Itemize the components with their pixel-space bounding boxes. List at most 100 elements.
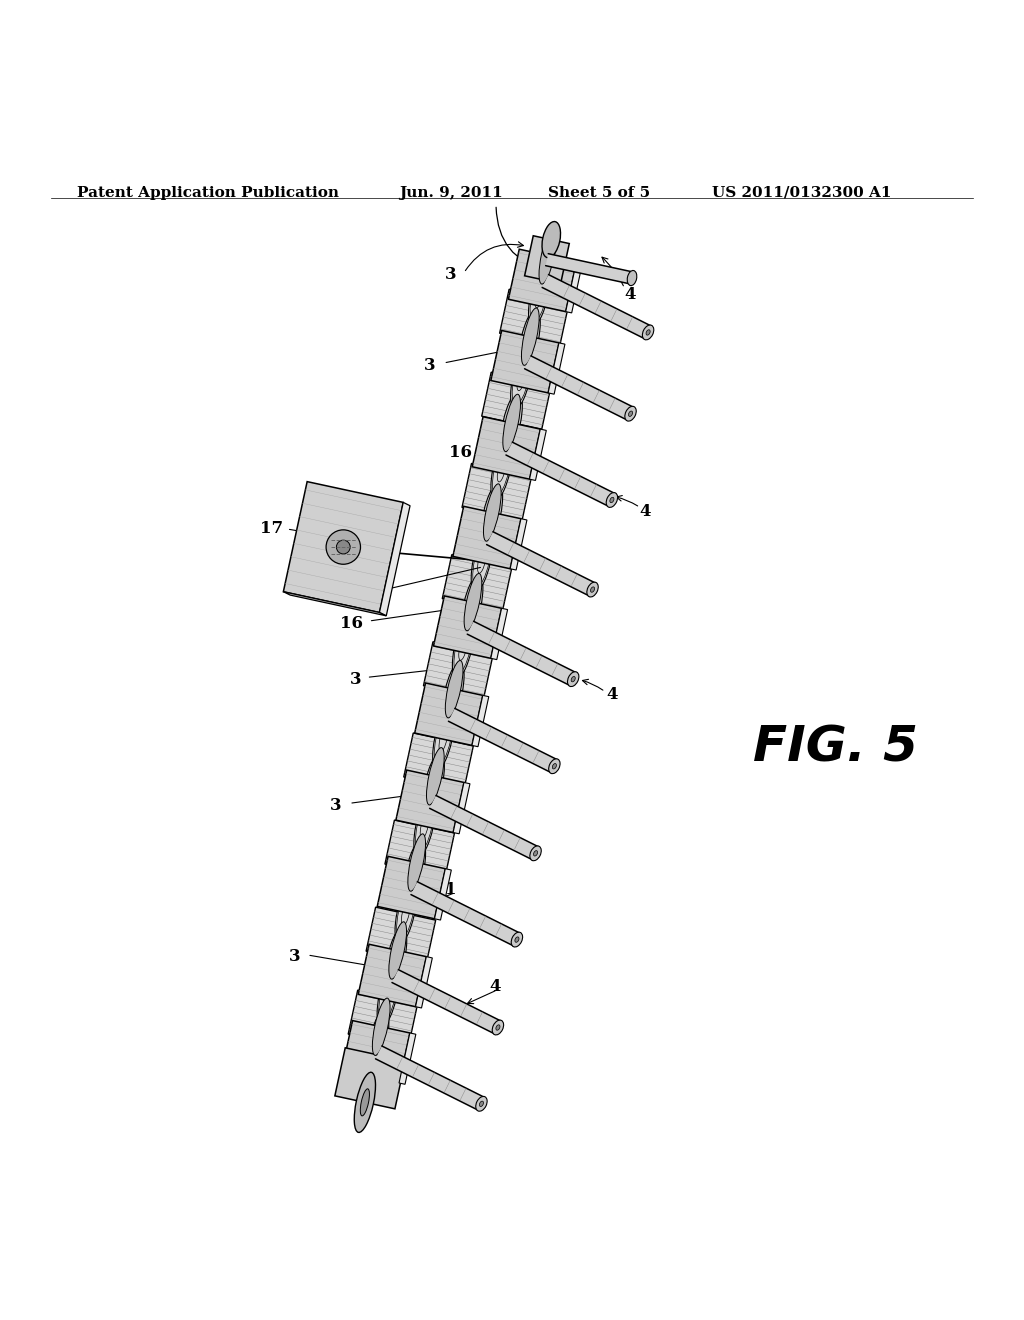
Ellipse shape xyxy=(511,348,531,409)
Ellipse shape xyxy=(542,222,560,257)
Ellipse shape xyxy=(442,663,464,722)
Polygon shape xyxy=(490,609,508,660)
Polygon shape xyxy=(462,463,531,520)
Polygon shape xyxy=(434,869,452,920)
Ellipse shape xyxy=(445,660,463,718)
Ellipse shape xyxy=(326,529,360,564)
Text: 3: 3 xyxy=(349,671,361,688)
Polygon shape xyxy=(472,417,541,479)
Polygon shape xyxy=(354,252,562,1088)
Polygon shape xyxy=(546,253,633,284)
Ellipse shape xyxy=(519,310,541,370)
Polygon shape xyxy=(342,1020,410,1082)
Polygon shape xyxy=(453,507,521,569)
Polygon shape xyxy=(509,249,577,312)
Ellipse shape xyxy=(337,540,350,554)
Polygon shape xyxy=(284,591,386,616)
Polygon shape xyxy=(358,944,426,1007)
Polygon shape xyxy=(380,503,410,616)
Polygon shape xyxy=(284,482,403,612)
Polygon shape xyxy=(376,1045,484,1110)
Text: 3: 3 xyxy=(330,797,342,814)
Text: 4: 4 xyxy=(489,978,502,995)
Ellipse shape xyxy=(433,709,454,770)
Polygon shape xyxy=(367,907,435,964)
Polygon shape xyxy=(542,275,651,339)
Ellipse shape xyxy=(528,265,550,326)
Ellipse shape xyxy=(490,440,512,500)
Text: 16: 16 xyxy=(340,615,362,632)
Polygon shape xyxy=(396,770,464,833)
Polygon shape xyxy=(377,857,445,919)
Ellipse shape xyxy=(373,998,390,1056)
Ellipse shape xyxy=(629,411,633,416)
Ellipse shape xyxy=(427,747,444,805)
Ellipse shape xyxy=(395,883,417,944)
Polygon shape xyxy=(392,970,501,1034)
Ellipse shape xyxy=(414,796,435,857)
Ellipse shape xyxy=(501,392,522,453)
Ellipse shape xyxy=(515,937,519,942)
Text: 4: 4 xyxy=(606,686,618,704)
Polygon shape xyxy=(403,733,473,789)
Ellipse shape xyxy=(625,407,636,421)
Polygon shape xyxy=(500,289,569,346)
Ellipse shape xyxy=(404,841,426,900)
Polygon shape xyxy=(529,429,546,480)
Text: 16: 16 xyxy=(450,444,472,461)
Polygon shape xyxy=(506,442,615,507)
Ellipse shape xyxy=(453,618,474,678)
Text: Patent Application Publication: Patent Application Publication xyxy=(77,186,339,199)
Text: 3: 3 xyxy=(444,267,457,284)
Ellipse shape xyxy=(493,1020,504,1035)
Polygon shape xyxy=(472,696,488,747)
Text: 3: 3 xyxy=(424,356,436,374)
Ellipse shape xyxy=(471,531,493,591)
Text: Sheet 5 of 5: Sheet 5 of 5 xyxy=(548,186,650,199)
Polygon shape xyxy=(481,372,551,429)
Ellipse shape xyxy=(385,928,407,987)
Polygon shape xyxy=(565,261,583,313)
Polygon shape xyxy=(490,330,559,393)
Ellipse shape xyxy=(464,573,482,631)
Polygon shape xyxy=(415,682,482,746)
Text: FIG. 5: FIG. 5 xyxy=(753,723,918,771)
Text: 4: 4 xyxy=(639,503,651,520)
Ellipse shape xyxy=(511,932,522,946)
Polygon shape xyxy=(385,820,455,876)
Ellipse shape xyxy=(587,582,598,597)
Ellipse shape xyxy=(521,308,540,366)
Text: 17: 17 xyxy=(260,520,283,537)
Ellipse shape xyxy=(354,1072,376,1133)
Polygon shape xyxy=(548,343,565,395)
Ellipse shape xyxy=(610,498,614,503)
Text: Jun. 9, 2011: Jun. 9, 2011 xyxy=(399,186,503,199)
Ellipse shape xyxy=(408,834,426,891)
Ellipse shape xyxy=(529,846,542,861)
Polygon shape xyxy=(524,356,634,420)
Ellipse shape xyxy=(552,763,556,770)
Polygon shape xyxy=(442,554,512,611)
Text: 4: 4 xyxy=(624,286,636,302)
Ellipse shape xyxy=(642,325,653,339)
Polygon shape xyxy=(348,990,418,1047)
Ellipse shape xyxy=(360,1089,370,1115)
Ellipse shape xyxy=(479,1101,483,1106)
Polygon shape xyxy=(454,783,470,834)
Ellipse shape xyxy=(534,850,538,857)
Ellipse shape xyxy=(423,754,444,813)
Ellipse shape xyxy=(591,587,595,593)
Text: 3: 3 xyxy=(289,949,301,965)
Ellipse shape xyxy=(462,576,483,635)
Text: US 2011/0132300 A1: US 2011/0132300 A1 xyxy=(712,186,891,199)
Polygon shape xyxy=(430,796,539,859)
Polygon shape xyxy=(335,1048,406,1109)
Ellipse shape xyxy=(567,672,579,686)
Ellipse shape xyxy=(483,484,501,541)
Polygon shape xyxy=(524,236,569,284)
Ellipse shape xyxy=(571,676,575,682)
Ellipse shape xyxy=(368,1011,389,1071)
Text: 1: 1 xyxy=(444,880,457,898)
Polygon shape xyxy=(449,709,557,772)
Ellipse shape xyxy=(646,330,650,335)
